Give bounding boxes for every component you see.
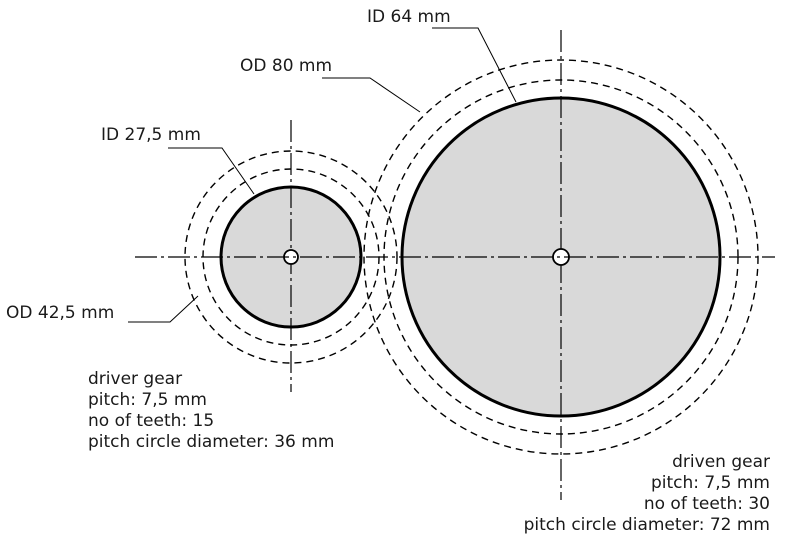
leader-id-small bbox=[168, 147, 255, 195]
driver-gear-pitch: pitch: 7,5 mm bbox=[88, 390, 207, 410]
driven-gear-teeth: no of teeth: 30 bbox=[644, 494, 770, 514]
driver-gear-teeth: no of teeth: 15 bbox=[88, 411, 214, 431]
driven-gear-pcd: pitch circle diameter: 72 mm bbox=[524, 515, 770, 535]
driver-gear-pcd: pitch circle diameter: 36 mm bbox=[88, 432, 334, 452]
driven-gear-title: driven gear bbox=[672, 452, 770, 472]
leader-od-large bbox=[322, 77, 421, 113]
label-id-small: ID 27,5 mm bbox=[101, 125, 201, 145]
label-id-large: ID 64 mm bbox=[367, 7, 451, 27]
label-od-small: OD 42,5 mm bbox=[6, 303, 114, 323]
driver-outer-circle bbox=[184, 150, 398, 364]
driven-gear bbox=[363, 30, 759, 500]
label-od-large: OD 80 mm bbox=[240, 56, 332, 76]
driver-gear bbox=[184, 120, 398, 392]
driver-gear-title: driver gear bbox=[88, 369, 182, 389]
driven-gear-pitch: pitch: 7,5 mm bbox=[651, 473, 770, 493]
leader-od-small bbox=[128, 295, 199, 323]
leader-id-large bbox=[432, 27, 517, 103]
